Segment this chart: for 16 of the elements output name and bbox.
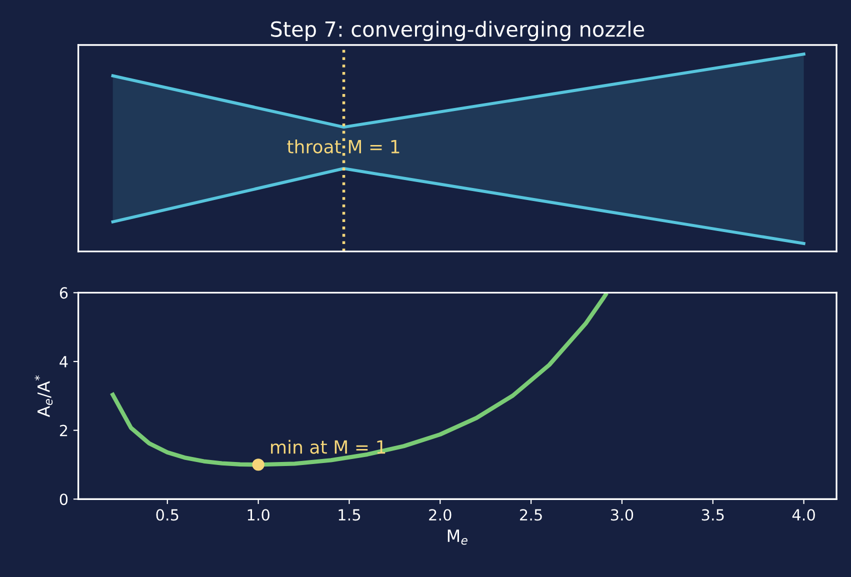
- x-tick-label: 1.5: [338, 509, 360, 521]
- x-tick-label: 3.0: [610, 509, 634, 521]
- y-tick-label: 0: [60, 494, 68, 506]
- x-tick-label: 0.5: [156, 509, 178, 521]
- x-tick-label: 1.0: [248, 509, 270, 521]
- x-tick-label: 2.0: [429, 509, 452, 521]
- chart-title: Step 7: converging-diverging nozzle: [271, 20, 644, 42]
- y-axis-title: A$_{e}$/A$^{*}$: [34, 375, 53, 418]
- x-axis-title: M$_{e}$: [448, 530, 468, 545]
- y-tick-label: 2: [60, 424, 68, 436]
- y-tick-label: 4: [60, 356, 68, 368]
- x-tick-label: 3.5: [702, 509, 724, 521]
- y-tick-label: 6: [60, 287, 68, 299]
- x-tick-label: 2.5: [520, 509, 542, 521]
- x-tick-label: 4.0: [792, 509, 815, 521]
- ref-line-label: throat M = 1: [287, 139, 400, 154]
